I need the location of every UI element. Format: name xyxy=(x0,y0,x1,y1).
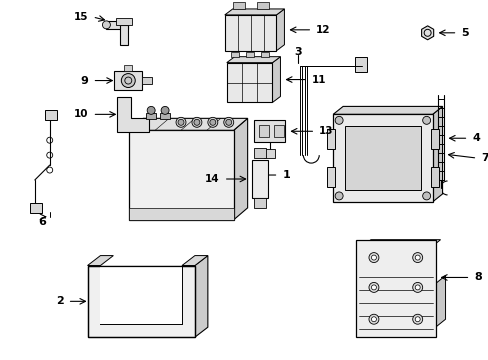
Circle shape xyxy=(414,255,419,260)
Circle shape xyxy=(371,255,376,260)
Polygon shape xyxy=(272,57,280,103)
Text: 13: 13 xyxy=(319,126,333,136)
Circle shape xyxy=(334,192,343,200)
Bar xyxy=(326,129,334,149)
Polygon shape xyxy=(421,26,433,40)
Text: 9: 9 xyxy=(81,76,88,86)
Circle shape xyxy=(209,119,215,125)
Circle shape xyxy=(121,73,135,87)
Circle shape xyxy=(194,119,200,125)
Bar xyxy=(224,15,276,51)
Polygon shape xyxy=(129,118,247,130)
Circle shape xyxy=(178,119,183,125)
Bar xyxy=(87,266,195,337)
Circle shape xyxy=(368,253,378,262)
Text: 14: 14 xyxy=(205,174,219,184)
Text: 8: 8 xyxy=(473,273,481,283)
Polygon shape xyxy=(435,275,445,327)
Polygon shape xyxy=(360,240,440,248)
Bar xyxy=(354,57,366,72)
Circle shape xyxy=(412,314,422,324)
Text: 10: 10 xyxy=(74,109,88,120)
Bar xyxy=(106,21,128,29)
Text: 4: 4 xyxy=(471,133,479,143)
Polygon shape xyxy=(226,57,280,63)
Circle shape xyxy=(102,21,110,29)
Text: 11: 11 xyxy=(312,75,326,85)
Polygon shape xyxy=(276,9,284,51)
Circle shape xyxy=(371,285,376,290)
Text: 2: 2 xyxy=(56,296,63,306)
Bar xyxy=(45,111,57,120)
Bar xyxy=(116,18,132,25)
Text: 7: 7 xyxy=(480,153,488,163)
Circle shape xyxy=(147,107,155,114)
Bar xyxy=(226,63,272,103)
Bar xyxy=(114,71,142,90)
Bar xyxy=(87,266,195,337)
Bar xyxy=(245,52,253,57)
Polygon shape xyxy=(224,9,284,15)
Bar xyxy=(263,149,275,158)
Circle shape xyxy=(414,317,419,322)
Circle shape xyxy=(161,107,169,114)
Bar xyxy=(253,198,265,208)
Bar xyxy=(274,125,284,137)
Bar xyxy=(256,2,268,9)
Circle shape xyxy=(334,116,343,124)
Polygon shape xyxy=(117,98,149,132)
Bar xyxy=(120,25,128,45)
Circle shape xyxy=(371,317,376,322)
Bar xyxy=(355,240,435,337)
Bar xyxy=(124,65,132,71)
Polygon shape xyxy=(160,113,170,119)
Polygon shape xyxy=(182,256,207,266)
Bar xyxy=(430,167,438,187)
Bar xyxy=(232,2,244,9)
Circle shape xyxy=(422,192,430,200)
Polygon shape xyxy=(100,319,187,324)
Polygon shape xyxy=(432,107,442,202)
Polygon shape xyxy=(332,107,442,114)
Text: 12: 12 xyxy=(316,25,330,35)
Polygon shape xyxy=(146,113,156,119)
Circle shape xyxy=(224,117,233,127)
Circle shape xyxy=(368,314,378,324)
Circle shape xyxy=(207,117,217,127)
Polygon shape xyxy=(87,256,113,266)
Bar xyxy=(251,160,267,198)
Bar xyxy=(142,77,152,84)
Text: 6: 6 xyxy=(38,217,45,227)
Polygon shape xyxy=(195,256,207,337)
Circle shape xyxy=(176,117,185,127)
Bar xyxy=(430,129,438,149)
Bar xyxy=(253,148,265,158)
Bar xyxy=(253,120,285,142)
Text: 5: 5 xyxy=(461,28,468,38)
Polygon shape xyxy=(233,118,247,220)
Circle shape xyxy=(412,283,422,292)
Circle shape xyxy=(414,285,419,290)
Circle shape xyxy=(225,119,231,125)
Bar xyxy=(326,167,334,187)
Bar xyxy=(332,114,432,202)
Bar xyxy=(345,126,420,190)
Bar xyxy=(129,130,233,220)
Text: 3: 3 xyxy=(294,47,302,57)
Bar xyxy=(129,208,233,220)
Text: 1: 1 xyxy=(282,170,289,180)
Circle shape xyxy=(192,117,202,127)
Circle shape xyxy=(412,253,422,262)
Bar xyxy=(258,125,268,137)
Bar xyxy=(30,203,41,213)
Bar xyxy=(230,52,238,57)
Text: 15: 15 xyxy=(74,12,88,22)
Circle shape xyxy=(368,283,378,292)
Bar xyxy=(260,52,268,57)
Circle shape xyxy=(422,116,430,124)
Bar xyxy=(100,266,182,324)
